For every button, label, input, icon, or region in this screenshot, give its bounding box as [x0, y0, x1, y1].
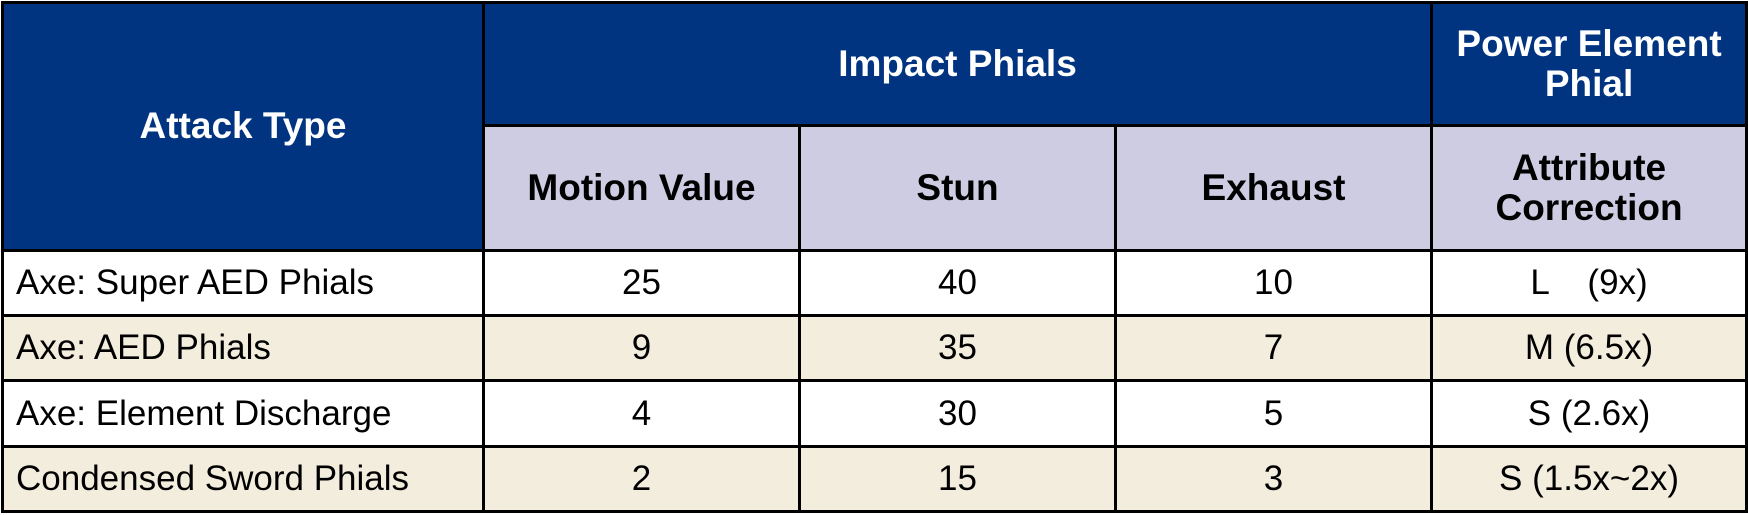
attribute-correction-header: Attribute Correction — [1430, 124, 1748, 252]
exhaust-header: Exhaust — [1113, 124, 1434, 252]
table-row: Axe: Element Discharge 4 30 5 S (2.6x) — [1, 379, 1748, 448]
power-element-phial-line-1: Power Element — [1456, 23, 1722, 65]
stun-cell: 40 — [798, 248, 1117, 318]
exhaust-cell: 3 — [1113, 444, 1434, 514]
power-element-phial-line-2: Phial — [1544, 63, 1634, 105]
stun-cell: 15 — [798, 444, 1117, 514]
stun-header: Stun — [798, 124, 1117, 252]
motion-value-header: Motion Value — [482, 124, 801, 252]
header-row-1: Attack Type Impact Phials Power Element … — [1, 0, 1748, 252]
exhaust-cell: 7 — [1113, 314, 1434, 383]
motion-value-cell: 25 — [482, 248, 801, 318]
header-row-2: Motion Value Stun Exhaust Attribute Corr… — [3, 124, 1748, 252]
attack-name-cell: Axe: AED Phials — [1, 314, 485, 383]
power-element-phial-header: Power Element Phial — [1430, 0, 1748, 128]
motion-value-cell: 9 — [482, 314, 801, 383]
attribute-correction-line-2: Correction — [1495, 187, 1683, 229]
table-row: Axe: Super AED Phials 25 40 10 L (9x) — [1, 248, 1748, 318]
motion-value-cell: 4 — [482, 379, 801, 448]
attribute-correction-cell: L (9x) — [1430, 248, 1748, 318]
impact-phials-header: Impact Phials — [481, 0, 1434, 128]
attribute-correction-cell: M (6.5x) — [1430, 314, 1748, 383]
attack-name-cell: Axe: Super AED Phials — [1, 248, 485, 318]
attack-type-header: Attack Type — [1, 1, 485, 252]
table-row: Condensed Sword Phials 2 15 3 S (1.5x~2x… — [1, 444, 1748, 514]
exhaust-cell: 10 — [1113, 248, 1434, 318]
table-row: Axe: AED Phials 9 35 7 M (6.5x) — [1, 314, 1748, 383]
attribute-correction-line-1: Attribute — [1511, 147, 1667, 189]
attribute-correction-cell: S (1.5x~2x) — [1430, 444, 1748, 514]
stun-cell: 30 — [798, 379, 1117, 448]
attack-name-cell: Axe: Element Discharge — [1, 379, 485, 448]
motion-value-cell: 2 — [482, 444, 801, 514]
stun-cell: 35 — [798, 314, 1117, 383]
exhaust-cell: 5 — [1113, 379, 1434, 448]
attribute-correction-cell: S (2.6x) — [1430, 379, 1748, 448]
attack-name-cell: Condensed Sword Phials — [1, 444, 485, 514]
